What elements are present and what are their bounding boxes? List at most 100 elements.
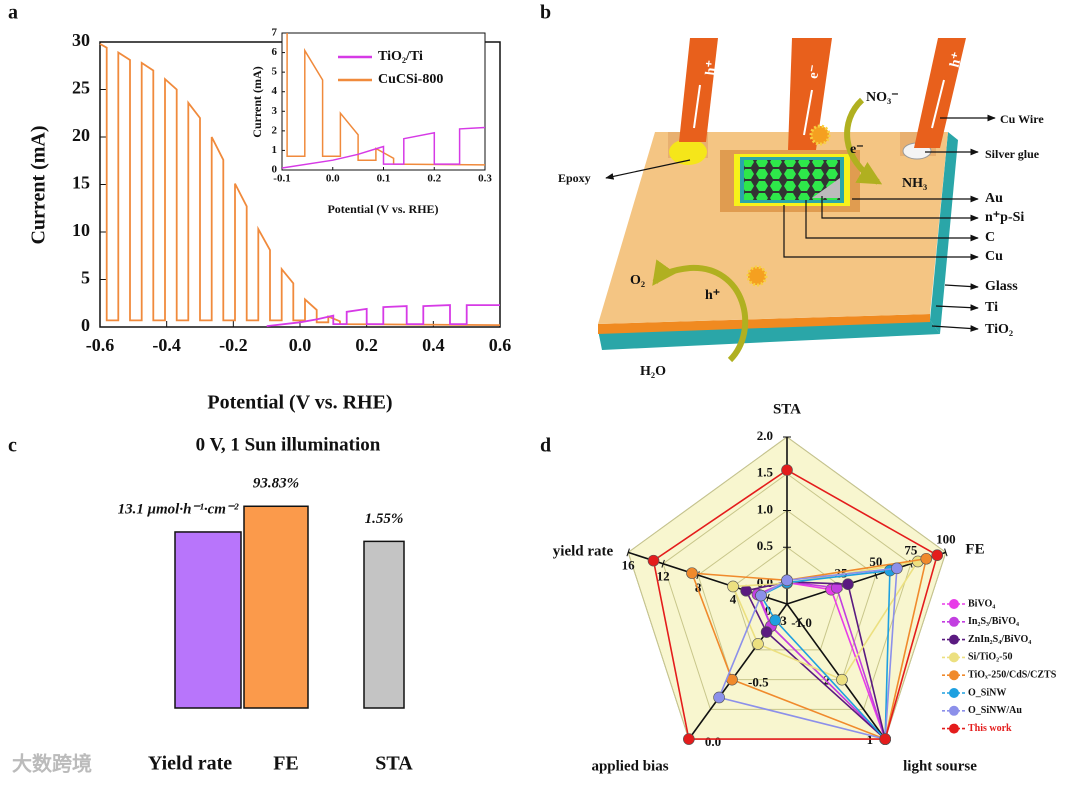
radar-tick [944, 548, 948, 557]
radar-point [760, 626, 773, 638]
label: NH₃ [902, 176, 927, 191]
radar-tick-label: 12 [657, 569, 670, 584]
legend-marker [949, 634, 959, 645]
radar-axis-label: applied bias [591, 758, 668, 774]
y-tick-label: 6 [272, 46, 278, 58]
radar-series [690, 557, 928, 741]
radar-tick-label: 4 [730, 591, 737, 606]
legend-marker [949, 670, 959, 681]
y-tick-label: 3 [272, 105, 278, 117]
side-layer [930, 132, 958, 334]
radar-point [769, 614, 782, 626]
grid-ring [697, 509, 877, 681]
label: e⁻ [806, 64, 823, 80]
x-tick-label: 0.2 [355, 335, 378, 355]
y-tick-label: 2 [272, 124, 278, 136]
legend-label: ZnIn₂S₄/BiVO₄ [968, 634, 1031, 645]
inset-y-label: Current (mA) [250, 66, 264, 137]
reaction-arrow [844, 97, 883, 185]
legend-label: In₂S₃/BiVO₄ [968, 616, 1019, 627]
label: Epoxy [558, 171, 591, 185]
sun [809, 124, 831, 146]
epoxy [669, 139, 707, 165]
y-tick-label: 1 [272, 144, 278, 156]
si-wedge [812, 178, 840, 198]
radar-tick-label: 0 [765, 603, 772, 618]
label: n⁺p-Si [985, 210, 1024, 225]
label: h⁺ [703, 60, 720, 77]
radar-point [842, 578, 854, 590]
inset-data-line [286, 33, 485, 166]
watermark: 大数跨境 [12, 752, 92, 776]
x-tick-label: Yield rate [148, 753, 232, 775]
radar-tick-label: 1.5 [757, 465, 774, 480]
radar-tick [696, 571, 700, 580]
radar-axis-label: yield rate [553, 543, 614, 559]
label: C [985, 230, 995, 245]
label: H₂O [640, 364, 666, 379]
label: NO₃⁻ [866, 90, 899, 105]
legend-label: BiVO₄ [968, 598, 995, 609]
x-tick-label: FE [273, 753, 299, 775]
legend-marker [949, 723, 959, 734]
radar-point [752, 638, 764, 650]
radar-axis-label: STA [773, 401, 801, 417]
x-axis-label: Potential (V vs. RHE) [207, 392, 392, 414]
legend-label: TiO₂/Ti [378, 49, 423, 64]
radar-tick-label: 2 [823, 673, 830, 688]
y-tick-label: 15 [72, 173, 90, 193]
legend-marker [949, 652, 959, 663]
legend-label: TiOₓ-250/CdS/CZTS [968, 669, 1057, 680]
label: Ti [985, 300, 998, 315]
radar-tick [661, 559, 665, 568]
radar-point [891, 562, 903, 575]
x-tick-label: 0.6 [489, 335, 512, 355]
x-tick-label: -0.4 [152, 335, 181, 355]
label: h⁺ [948, 51, 966, 69]
bar [363, 540, 405, 709]
bar [243, 505, 309, 709]
inset-data-line [282, 126, 485, 169]
radar-point [781, 464, 793, 476]
data-line [266, 304, 500, 327]
y-tick-label: 7 [272, 27, 278, 39]
radar-point [830, 582, 843, 594]
x-tick-label: STA [375, 753, 413, 775]
legend-marker [949, 688, 959, 698]
radar-point [920, 552, 933, 565]
x-tick-label: 0.0 [289, 335, 312, 355]
chart-title: 0 V, 1 Sun illumination [196, 434, 381, 455]
panel-label: b [540, 2, 551, 24]
label: Cu [985, 249, 1003, 264]
radar-axis [786, 603, 886, 740]
y-tick-label: 30 [72, 30, 90, 50]
y-tick-label: 10 [72, 220, 90, 240]
value-label: 13.1 μmol·h⁻¹·cm⁻² [118, 501, 239, 517]
label: TiO₂ [985, 322, 1013, 337]
sun [746, 265, 768, 287]
radar-series [744, 580, 887, 742]
value-label: 1.55% [365, 511, 404, 527]
x-tick-label: -0.2 [219, 335, 248, 355]
radar-point [755, 589, 767, 602]
radar-point [740, 584, 752, 597]
legend-label: CuCSi-800 [378, 72, 443, 87]
radar-axis-label: FE [965, 541, 984, 557]
bar [174, 531, 242, 709]
panel-label: d [540, 435, 551, 457]
label: e⁻ [850, 142, 864, 157]
radar-tick-label: 8 [695, 580, 702, 595]
y-tick-label: 5 [272, 66, 278, 78]
radar-point [647, 554, 660, 567]
radar-tick-label: 3 [780, 613, 787, 628]
radar-tick [766, 593, 770, 602]
radar-tick-label: -1.0 [791, 615, 812, 630]
value-label: 93.83% [253, 476, 299, 492]
x-tick-label: 0.1 [377, 173, 391, 185]
radar-point [727, 580, 739, 593]
radar-tick [626, 548, 630, 557]
cu-wire [788, 38, 832, 150]
label: Cu Wire [1000, 112, 1044, 126]
x-tick-label: 0.3 [478, 173, 492, 185]
radar-point [836, 673, 848, 686]
